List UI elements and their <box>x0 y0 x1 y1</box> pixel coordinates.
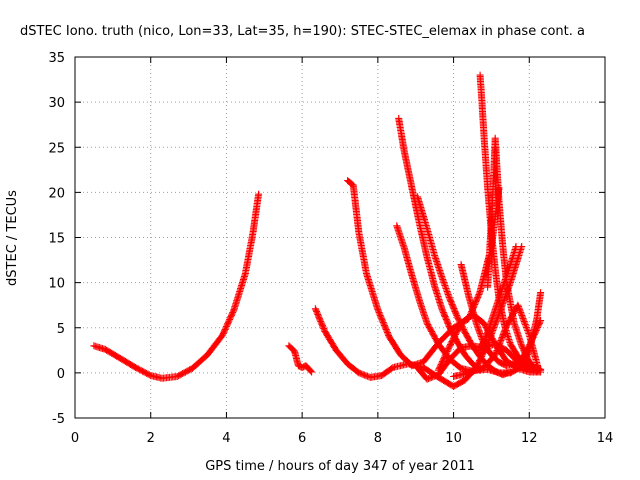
series-track-5 <box>393 222 543 375</box>
plus-markers <box>484 134 545 374</box>
x-tick-label: 12 <box>521 431 538 446</box>
axes-ticks: 0 2 4 6 8 10 12 14 -5 0 5 10 15 20 25 30 35 <box>48 51 613 446</box>
y-tick-label: 10 <box>48 277 65 292</box>
plus-markers <box>285 342 316 376</box>
series-track-6 <box>395 114 484 374</box>
series-track-2 <box>285 342 316 376</box>
x-tick-label: 8 <box>374 431 382 446</box>
y-tick-label: 20 <box>48 186 65 201</box>
series-track-1 <box>90 190 263 382</box>
x-axis-label: GPS time / hours of day 347 of year 2011 <box>205 459 475 474</box>
y-tick-label: 15 <box>48 232 65 247</box>
y-tick-label: 30 <box>48 96 65 111</box>
y-tick-label: 5 <box>57 322 65 337</box>
x-tick-label: 4 <box>222 431 230 446</box>
plus-markers <box>476 243 520 354</box>
y-axis-label: dSTEC / TECUs <box>5 190 20 286</box>
series-track-14 <box>476 243 520 354</box>
plus-markers <box>90 190 263 382</box>
series-track-13 <box>450 289 545 380</box>
data-points <box>90 71 545 390</box>
x-tick-label: 2 <box>147 431 155 446</box>
y-tick-label: -5 <box>52 412 65 427</box>
series-track-12 <box>484 134 545 374</box>
x-tick-label: 6 <box>298 431 306 446</box>
x-tick-label: 14 <box>597 431 614 446</box>
y-tick-label: 35 <box>48 51 65 66</box>
chart-title: dSTEC Iono. truth (nico, Lon=33, Lat=35,… <box>20 24 585 39</box>
x-tick-label: 10 <box>445 431 462 446</box>
y-tick-label: 25 <box>48 141 65 156</box>
y-tick-label: 0 <box>57 367 65 382</box>
plus-markers <box>450 289 545 380</box>
plus-markers <box>393 222 543 375</box>
x-tick-label: 0 <box>71 431 79 446</box>
plus-markers <box>395 114 484 374</box>
